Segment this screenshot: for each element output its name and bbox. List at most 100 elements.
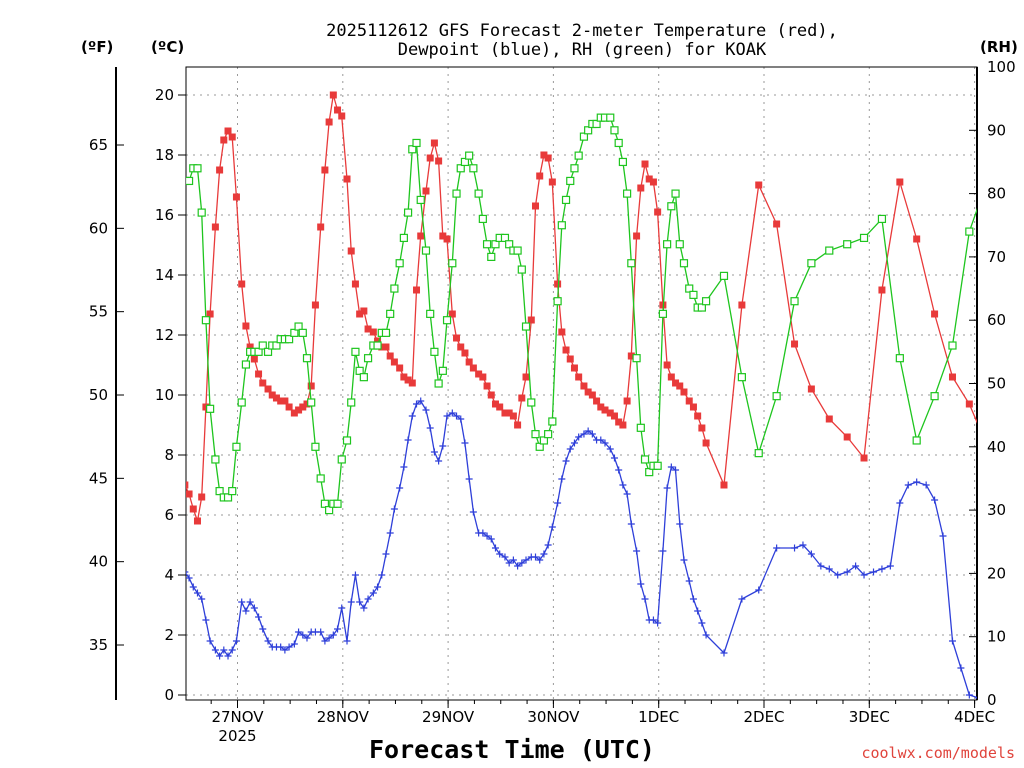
rh-point [211,455,220,464]
dewpoint-point [663,484,671,492]
rh-point [373,341,382,350]
rh-point [671,189,680,198]
rh-point [442,316,452,325]
dewpoint-point [374,583,382,591]
dewpoint-point [186,574,193,582]
rh-point [438,366,447,375]
dewpoint-point [570,439,578,447]
rh-point [347,398,356,407]
dewpoint-point [689,595,697,603]
dewpoint-point [216,652,224,660]
rh-point [984,177,991,184]
temperature-point [491,400,499,408]
temperature-point [343,175,351,183]
temperature-point [360,307,368,315]
date-tick-label: 2DEC [743,708,784,726]
dewpoint-point [228,646,236,654]
date-tick-label: 27NOV [211,708,264,726]
dewpoint-point [426,424,434,432]
temperature-point [374,337,382,345]
dewpoint-point [738,595,746,603]
rh-point [645,468,654,477]
temperature-point [224,127,232,135]
dewpoint-point [505,559,513,567]
rh-point [416,195,425,205]
rh-point [521,322,531,331]
temperature-point [540,151,548,159]
temperature-point [238,280,246,288]
dewpoint-point [975,697,977,699]
dewpoint-point [343,637,351,645]
rh-point [263,347,273,356]
temperature-point [570,364,578,372]
rh-point [342,436,352,445]
rh-point [474,189,483,198]
rh-tick-label: 40 [987,438,1006,456]
temperature-point [548,178,556,186]
temperature-point [422,187,430,195]
dewpoint-point [825,565,833,573]
rh-point [517,265,526,274]
temperature-point [610,412,618,420]
temperature-point [198,493,206,501]
temperature-point [329,91,337,99]
dewpoint-point [518,559,526,567]
temperature-point [694,412,702,420]
dewpoint-point [702,631,710,639]
dewpoint-point [554,499,562,507]
rh-point [719,271,729,280]
rh-point [825,246,834,255]
rh-point [557,221,566,230]
fahrenheit-tick-label: 40 [89,553,108,571]
temperature-point [202,403,210,411]
temperature-point [250,355,258,363]
dewpoint-point [461,439,469,447]
temperature-point [663,361,671,369]
rh-point [395,259,404,268]
temperature-point [672,379,680,387]
rh-point [390,284,399,293]
rh-point [434,379,443,388]
temperature-point [216,166,224,174]
temperature-point [443,235,451,243]
date-tick-label: 1DEC [638,708,679,726]
temperature-point [408,379,416,387]
rh-point [186,176,194,186]
temperature-point [654,208,662,216]
dewpoint-point [791,544,799,552]
rh-point [272,341,281,350]
rh-point [632,354,641,363]
temperature-point [465,358,473,366]
dewpoint-point [259,625,267,633]
temperature-point [496,403,504,411]
dewpoint-point [685,577,693,585]
dewpoint-point [584,427,592,435]
rh-point [452,189,461,198]
dewpoint-point [413,400,421,408]
rh-point [531,430,540,439]
rh-point [535,442,544,451]
rh-point [807,259,816,268]
rh-point [430,347,439,356]
temperature-point [505,409,513,417]
rh-tick-label: 100 [987,58,1016,76]
temperature-point [325,118,333,126]
rh-point [912,436,921,445]
temperature-point [566,355,574,363]
rh-point [333,499,342,508]
temperature-point [321,166,329,174]
rh-point [197,208,206,217]
dewpoint-point [487,535,495,543]
dewpoint-point [347,598,355,606]
dewpoint-point [575,433,583,441]
dewpoint-point [417,397,425,405]
rh-point [351,347,360,356]
dewpoint-point [558,475,566,483]
temperature-point [615,418,623,426]
rh-point [965,227,974,236]
dewpoint-point [514,562,522,570]
dewpoint-point [965,691,973,699]
temperature-point [680,388,688,396]
rh-point [584,126,593,135]
rh-tick-label: 20 [987,564,1006,582]
